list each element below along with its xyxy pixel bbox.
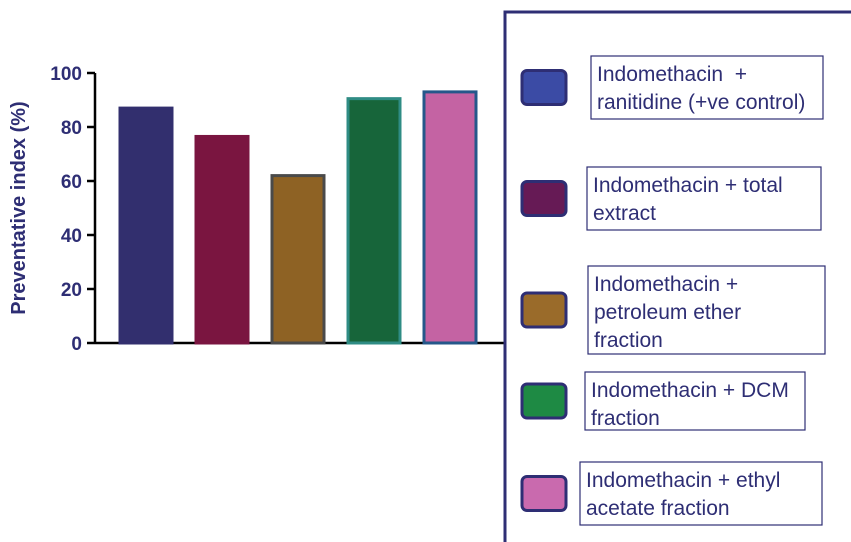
bars <box>118 90 478 345</box>
bar <box>118 106 174 345</box>
legend-label: fraction <box>591 407 660 430</box>
legend: Indomethacin + ranitidine (+ve control) In… <box>503 10 851 542</box>
legend-label: Indomethacin + <box>597 63 747 86</box>
legend-label-box <box>579 461 823 526</box>
y-tick-label: 80 <box>61 118 82 139</box>
legend-frame <box>503 10 851 542</box>
y-axis-label: Preventative index (%) <box>8 101 30 314</box>
bar <box>194 134 250 345</box>
legend-label-box <box>586 166 822 231</box>
y-tick-label: 20 <box>61 280 82 301</box>
legend-swatch <box>520 180 568 217</box>
legend-label: acetate fraction <box>586 497 730 520</box>
y-tick-label: 100 <box>50 64 82 85</box>
y-tick-label: 60 <box>61 172 82 193</box>
legend-label: petroleum ether <box>594 301 741 324</box>
legend-label-box <box>590 55 824 120</box>
legend-label: extract <box>593 202 656 225</box>
legend-label-box <box>584 371 806 431</box>
bar <box>422 90 478 345</box>
legend-label: Indomethacin + <box>594 273 738 296</box>
bar <box>270 174 326 345</box>
legend-swatch <box>520 382 568 420</box>
bar <box>346 97 402 345</box>
legend-label: Indomethacin + total <box>593 174 783 197</box>
y-tick-label: 0 <box>71 334 82 355</box>
legend-label: Indomethacin + DCM <box>591 379 789 402</box>
y-tick-label: 40 <box>61 226 82 247</box>
legend-label: ranitidine (+ve control) <box>597 91 805 114</box>
y-ticks: 0 20 40 60 80 100 <box>50 64 95 355</box>
legend-swatch <box>520 69 568 106</box>
legend-swatch <box>520 475 568 512</box>
legend-label-box <box>587 265 826 355</box>
legend-label: Indomethacin + ethyl <box>586 469 780 492</box>
legend-label: fraction <box>594 329 663 352</box>
legend-swatch <box>520 291 568 329</box>
